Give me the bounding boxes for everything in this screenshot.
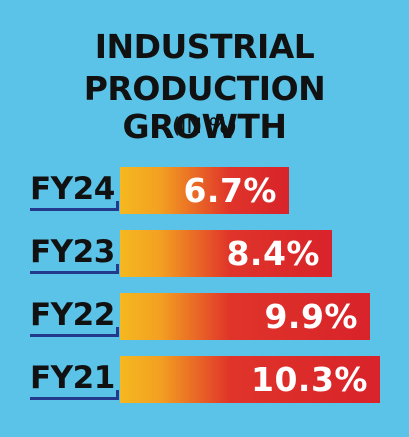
value-label: 10.3% <box>251 360 368 399</box>
value-label: 8.4% <box>226 234 320 273</box>
label-tick <box>116 327 119 337</box>
label-underline <box>30 208 118 211</box>
category-label: FY24 <box>30 171 115 207</box>
category-label: FY23 <box>30 234 115 270</box>
bar-row-fy22: FY22 9.9% <box>0 293 409 341</box>
value-label: 9.9% <box>264 297 358 336</box>
chart-title-line1: INDUSTRIAL <box>94 27 315 66</box>
bar <box>120 293 370 340</box>
label-tick <box>116 390 119 400</box>
label-underline <box>30 271 118 274</box>
bar <box>120 167 289 214</box>
chart-subtitle: (IN %) <box>172 114 237 138</box>
label-underline <box>30 334 118 337</box>
label-tick <box>116 264 119 274</box>
bar-row-fy23: FY23 8.4% <box>0 230 409 278</box>
bar-row-fy24: FY24 6.7% <box>0 167 409 215</box>
value-label: 6.7% <box>183 171 277 210</box>
category-label: FY21 <box>30 360 115 396</box>
bar <box>120 230 332 277</box>
bar <box>120 356 380 403</box>
bar-row-fy21: FY21 10.3% <box>0 356 409 404</box>
label-tick <box>116 201 119 211</box>
category-label: FY22 <box>30 297 115 333</box>
label-underline <box>30 397 118 400</box>
chart-title-line2: PRODUCTION GROWTH <box>83 69 326 146</box>
